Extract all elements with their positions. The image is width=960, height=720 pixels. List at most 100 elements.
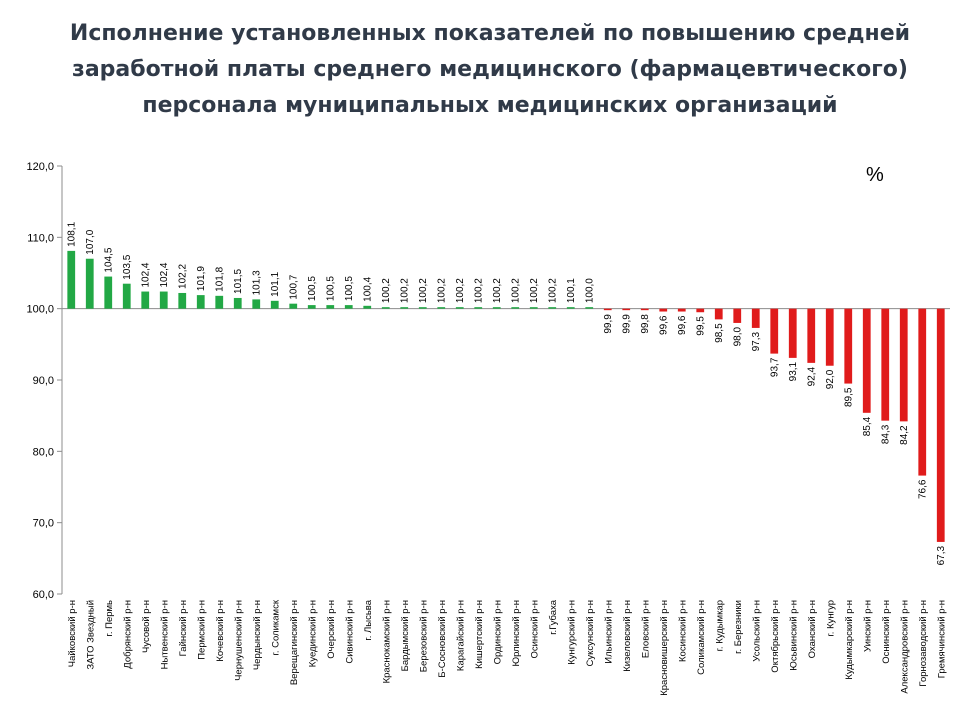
data-label: 93,1 (788, 361, 799, 381)
bar (233, 297, 242, 309)
bar (677, 308, 686, 312)
bar (751, 308, 760, 328)
data-label: 100,2 (492, 278, 503, 303)
bar (104, 276, 113, 309)
category-label: Осинский р-н (529, 600, 540, 659)
data-label: 92,0 (825, 369, 836, 389)
category-label: Чусовой р-н (141, 600, 152, 653)
data-label: 100,5 (307, 276, 318, 301)
category-label: Гайнский р-н (178, 600, 189, 656)
bar (807, 308, 816, 363)
data-label: 100,2 (529, 278, 540, 303)
category-label: г. Лысьва (363, 599, 374, 640)
data-label: 100,2 (511, 278, 522, 303)
category-label: Добрянский р-н (122, 600, 133, 669)
bar (899, 308, 908, 422)
category-label: Очерский р-н (326, 600, 337, 659)
bar (178, 292, 187, 309)
bar (418, 307, 427, 309)
y-tick-label: 60,0 (33, 589, 54, 601)
bar (566, 307, 575, 309)
y-tick-label: 100,0 (26, 304, 54, 316)
category-label: г. Березники (733, 600, 744, 654)
data-label: 100,5 (326, 276, 337, 301)
data-label: 97,3 (751, 331, 762, 351)
data-label: 98,5 (714, 323, 725, 343)
category-label: г. Соликамск (270, 599, 281, 655)
bar (936, 308, 945, 542)
category-label: Юсьвинский р-н (788, 600, 799, 671)
y-tick-label: 80,0 (33, 446, 54, 458)
chart-title: Исполнение установленных показателей по … (69, 21, 911, 118)
bar (714, 308, 723, 320)
category-label: Чайковский р-н (67, 600, 78, 667)
bar (529, 307, 538, 309)
data-label: 84,3 (881, 424, 892, 444)
category-label: ЗАТО Звездный (85, 600, 96, 670)
bar (122, 283, 131, 309)
bar (381, 307, 390, 309)
data-label: 100,2 (381, 278, 392, 303)
data-label: 67,3 (936, 545, 947, 565)
bar (770, 308, 779, 354)
category-label: Оснинский р-н (881, 600, 892, 664)
unit-label: % (866, 164, 884, 186)
bar (511, 307, 520, 309)
bar (196, 295, 205, 309)
category-label: Еловский р-н (640, 600, 651, 658)
data-label: 100,2 (400, 278, 411, 303)
data-label: 99,6 (677, 315, 688, 335)
category-label: Уинский р-н (862, 600, 873, 652)
category-label: г. Кудымкар (714, 600, 725, 651)
data-label: 102,4 (141, 262, 152, 287)
bar (474, 307, 483, 309)
data-label: 99,8 (640, 314, 651, 334)
bar (252, 299, 261, 309)
category-label: Карагайский р-н (455, 600, 466, 671)
category-label: Соликамский р-н (696, 600, 707, 675)
bar (918, 308, 927, 476)
bars (67, 250, 945, 542)
data-label: 100,2 (418, 278, 429, 303)
bar (344, 305, 353, 309)
category-label: Кишертский р-н (474, 600, 485, 669)
data-label: 104,5 (104, 247, 115, 272)
category-label: Кизеловский р-н (622, 600, 633, 672)
bar (270, 300, 279, 309)
category-label: г. Кунгур (825, 600, 836, 637)
bar (437, 307, 446, 309)
data-label: 100,7 (289, 274, 300, 299)
data-label: 102,4 (159, 262, 170, 287)
category-label: Чердынский р-н (252, 600, 263, 670)
category-label: Октябрьский р-н (770, 600, 781, 673)
category-label: г.Губаха (548, 599, 559, 634)
data-label: 85,4 (862, 416, 873, 436)
bar (585, 307, 594, 309)
bar (455, 307, 464, 309)
data-label: 99,9 (622, 314, 633, 334)
data-label: 100,4 (363, 276, 374, 301)
data-label: 101,9 (196, 266, 207, 291)
bar (733, 308, 742, 323)
bar (492, 307, 501, 309)
category-label: Краснокамский р-н (381, 600, 392, 683)
bar (400, 307, 409, 309)
data-label: 98,0 (733, 327, 744, 347)
bar (67, 250, 76, 309)
category-label: Горнозаводский р-н (918, 600, 929, 687)
category-label: Усольский р-н (751, 600, 762, 662)
value-labels: 108,1 107,0 104,5 103,5 102,4 102,4 102,2 101,9… (67, 221, 948, 565)
category-label: Березовский р-н (418, 600, 429, 672)
bar (159, 291, 168, 309)
y-tick-label: 90,0 (33, 375, 54, 387)
data-label: 107,0 (85, 229, 96, 254)
category-label: Куединский р-н (307, 600, 318, 667)
data-label: 100,5 (344, 276, 355, 301)
data-label: 108,1 (67, 221, 78, 246)
bar (696, 308, 705, 313)
data-label: 102,2 (178, 264, 189, 289)
bar (659, 308, 668, 312)
data-label: 84,2 (899, 425, 910, 445)
category-label: Кочевский р-н (215, 600, 226, 662)
data-label: 100,0 (585, 278, 596, 303)
